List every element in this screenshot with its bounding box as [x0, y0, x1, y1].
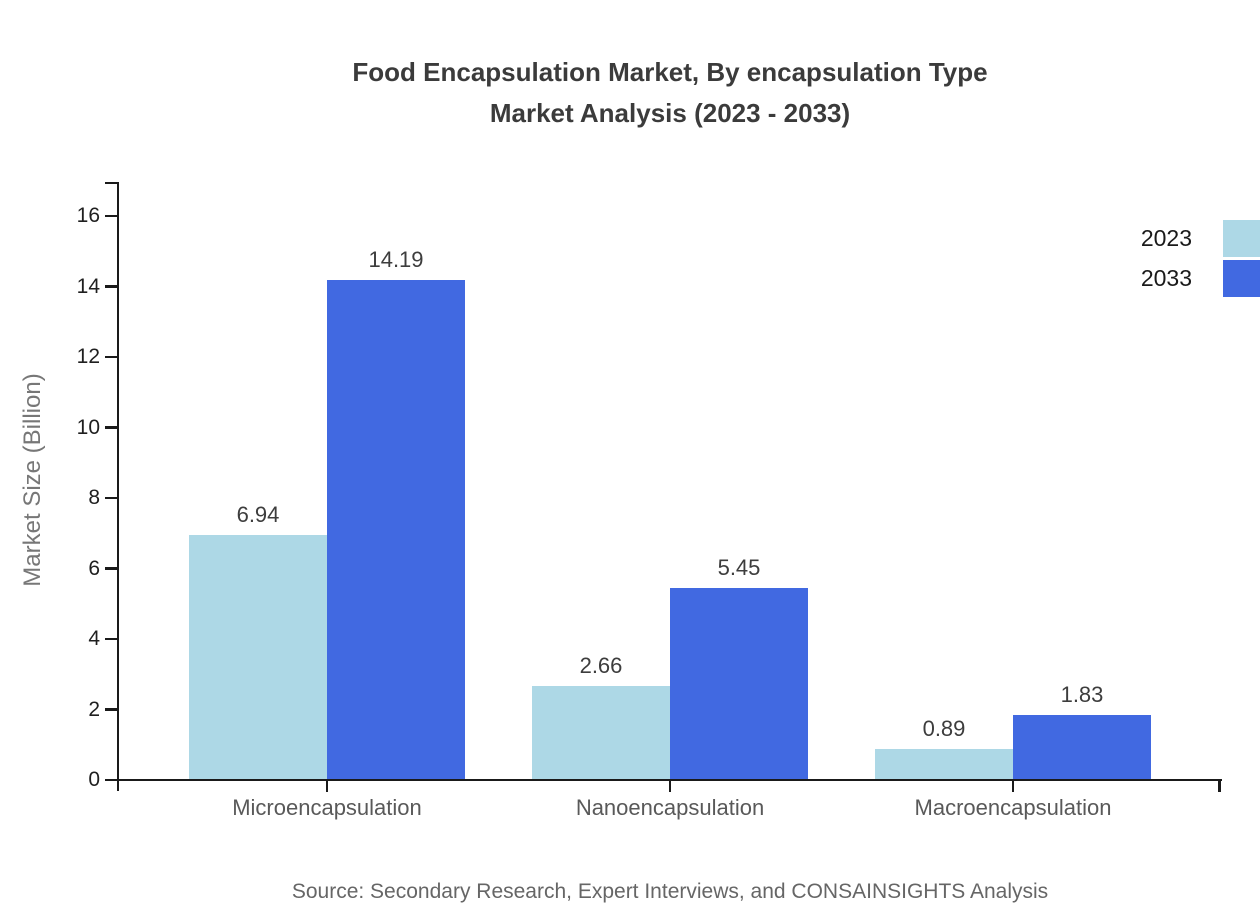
y-tick-label-10: 10 — [76, 415, 100, 439]
bar-value-2023-macroencapsulation: 0.89 — [922, 715, 966, 741]
bar-value-2023-microencapsulation: 6.94 — [236, 502, 280, 528]
y-tick-6 — [104, 567, 117, 570]
bar-2023-nanoencapsulation — [532, 686, 670, 780]
bar-value-2033-nanoencapsulation: 5.45 — [717, 554, 761, 580]
chart-title: Food Encapsulation Market, By encapsulat… — [80, 52, 1260, 134]
category-label-nanoencapsulation: Nanoencapsulation — [575, 795, 765, 820]
bar-2023-microencapsulation — [189, 535, 327, 780]
legend-label-2033: 2033 — [1140, 265, 1192, 291]
bar-value-2033-macroencapsulation: 1.83 — [1060, 682, 1104, 708]
legend-label-2023: 2023 — [1140, 225, 1192, 251]
y-tick-label-4: 4 — [88, 627, 100, 650]
y-tick-label-8: 8 — [88, 486, 100, 509]
y-tick-label-14: 14 — [76, 274, 100, 298]
bar-2033-nanoencapsulation — [670, 587, 808, 780]
legend-swatch-2023 — [1223, 220, 1260, 257]
bar-value-2023-nanoencapsulation: 2.66 — [579, 653, 623, 679]
y-tick-12 — [104, 355, 117, 359]
bar-2023-macroencapsulation — [875, 748, 1013, 780]
y-tick-14 — [104, 285, 117, 288]
source-note: Source: Secondary Research, Expert Inter… — [291, 880, 1049, 903]
chart-title-line1: Food Encapsulation Market, By encapsulat… — [352, 57, 988, 87]
y-tick-label-0: 0 — [88, 768, 100, 791]
y-tick-label-12: 12 — [76, 345, 100, 368]
x-tick-0 — [325, 780, 329, 792]
bar-value-2033-microencapsulation: 14.19 — [368, 246, 424, 272]
y-tick-16 — [104, 214, 117, 218]
y-axis-line — [116, 181, 120, 792]
legend-swatch-2033 — [1223, 260, 1260, 297]
y-tick-label-6: 6 — [88, 556, 100, 580]
y-tick-4 — [104, 637, 117, 641]
x-axis-end-cap — [1218, 780, 1221, 792]
y-tick-10 — [104, 426, 117, 429]
y-tick-label-16: 16 — [76, 204, 100, 227]
y-tick-0 — [104, 778, 117, 782]
category-label-macroencapsulation: Macroencapsulation — [914, 795, 1112, 820]
chart-title-line2: Market Analysis (2023 - 2033) — [489, 98, 851, 128]
bar-2033-microencapsulation — [327, 279, 465, 780]
bar-2033-macroencapsulation — [1013, 715, 1151, 780]
y-tick-8 — [104, 496, 117, 500]
x-tick-2 — [1011, 780, 1015, 792]
y-tick-label-2: 2 — [88, 697, 100, 721]
y-axis-end-cap — [104, 181, 120, 185]
category-label-microencapsulation: Microencapsulation — [232, 795, 422, 820]
y-tick-2 — [104, 708, 117, 711]
x-tick-1 — [668, 780, 672, 792]
